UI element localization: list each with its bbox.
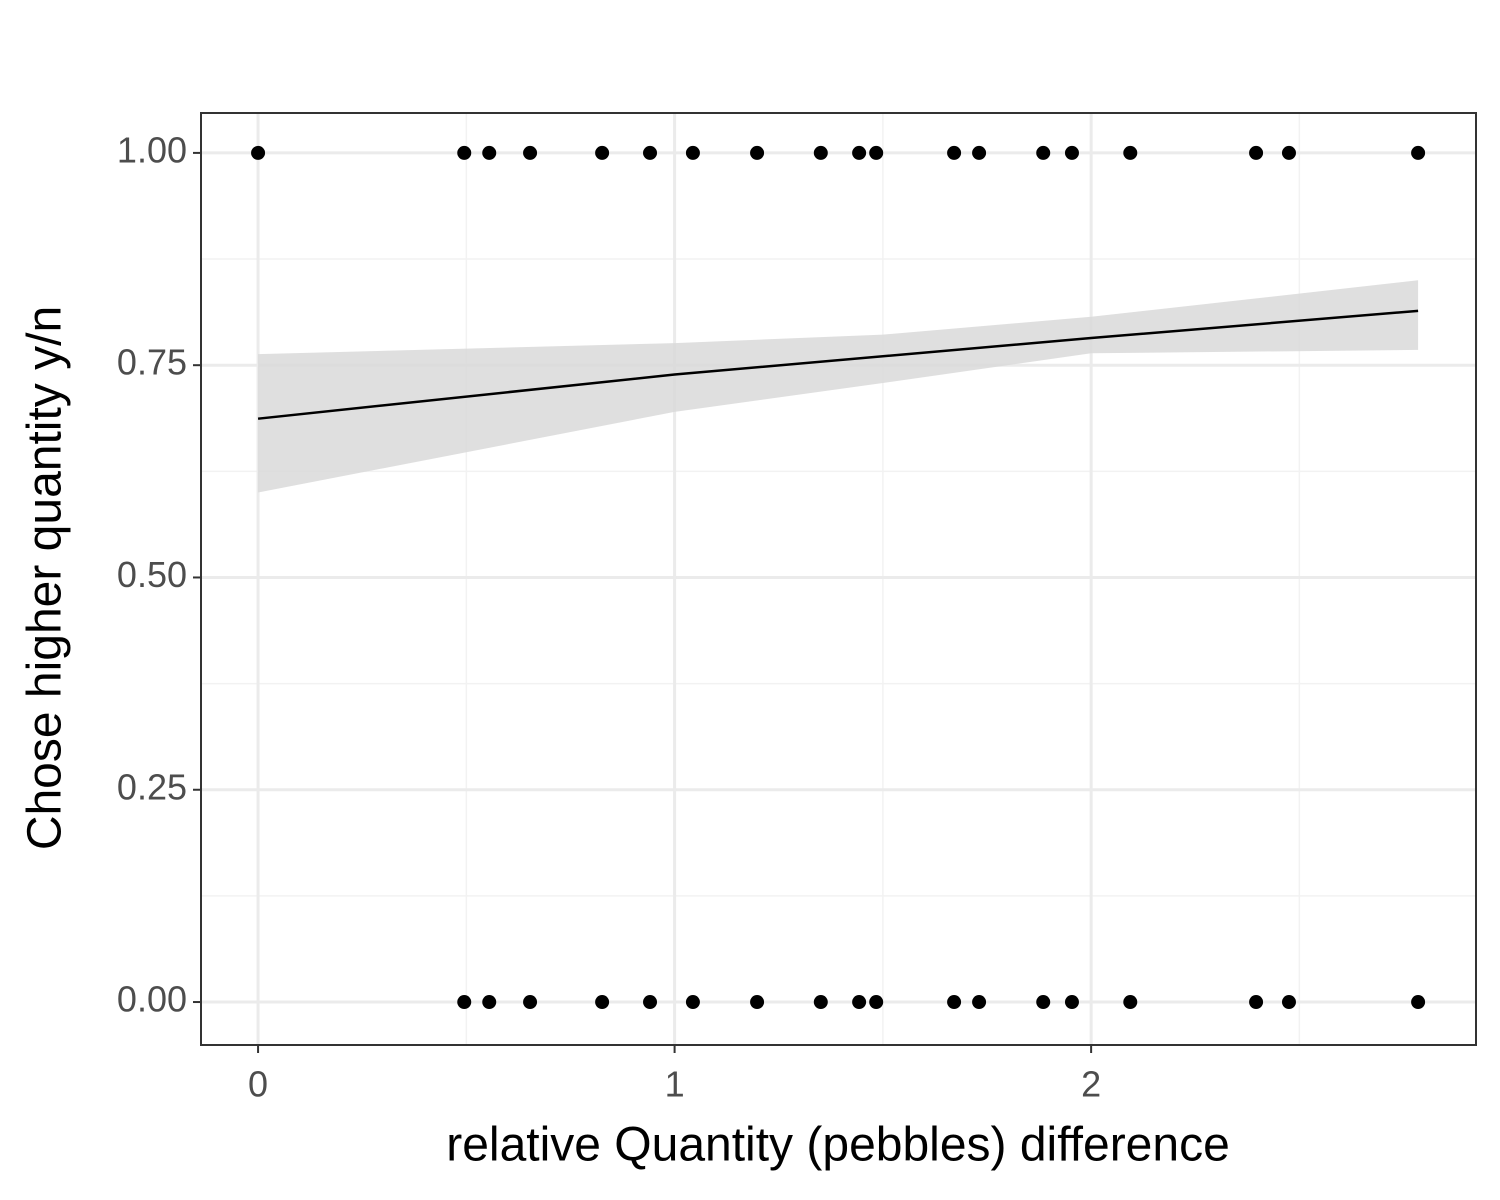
point [1036, 995, 1051, 1010]
point [457, 145, 472, 160]
y-tick-label: 1.00 [117, 129, 187, 170]
point [750, 995, 765, 1010]
point [1036, 145, 1051, 160]
point [1123, 145, 1138, 160]
point [852, 995, 867, 1010]
y-tick-label: 0.75 [117, 342, 187, 383]
point [251, 145, 266, 160]
point [1281, 145, 1296, 160]
point [750, 145, 765, 160]
point [482, 995, 497, 1010]
y-tick-label: 0.00 [117, 979, 187, 1020]
y-tick-label: 0.50 [117, 554, 187, 595]
point [1411, 995, 1426, 1010]
y-tick-label: 0.25 [117, 766, 187, 807]
x-tick-label: 2 [1081, 1064, 1101, 1105]
x-tick-label: 1 [665, 1064, 685, 1105]
point [1249, 995, 1264, 1010]
point [595, 145, 610, 160]
point [869, 995, 884, 1010]
confidence-band [258, 280, 1419, 493]
point [869, 145, 884, 160]
point [1411, 145, 1426, 160]
point [482, 145, 497, 160]
point [643, 995, 658, 1010]
point [643, 145, 658, 160]
point [1064, 995, 1079, 1010]
x-axis-title: relative Quantity (pebbles) difference [446, 1119, 1230, 1172]
panel-border [200, 112, 1477, 1046]
x-tick-label: 0 [248, 1064, 268, 1105]
point [852, 145, 867, 160]
point [1281, 995, 1296, 1010]
point [1249, 145, 1264, 160]
point [947, 145, 962, 160]
point [947, 995, 962, 1010]
fit-line [257, 309, 1419, 420]
point [523, 145, 538, 160]
point [523, 995, 538, 1010]
y-axis-title: Chose higher quantity y/n [19, 306, 72, 850]
point [1123, 995, 1138, 1010]
point [1064, 145, 1079, 160]
point [685, 995, 700, 1010]
point [972, 145, 987, 160]
point [595, 995, 610, 1010]
point [685, 145, 700, 160]
point [972, 995, 987, 1010]
point [813, 995, 828, 1010]
point [457, 995, 472, 1010]
point [813, 145, 828, 160]
